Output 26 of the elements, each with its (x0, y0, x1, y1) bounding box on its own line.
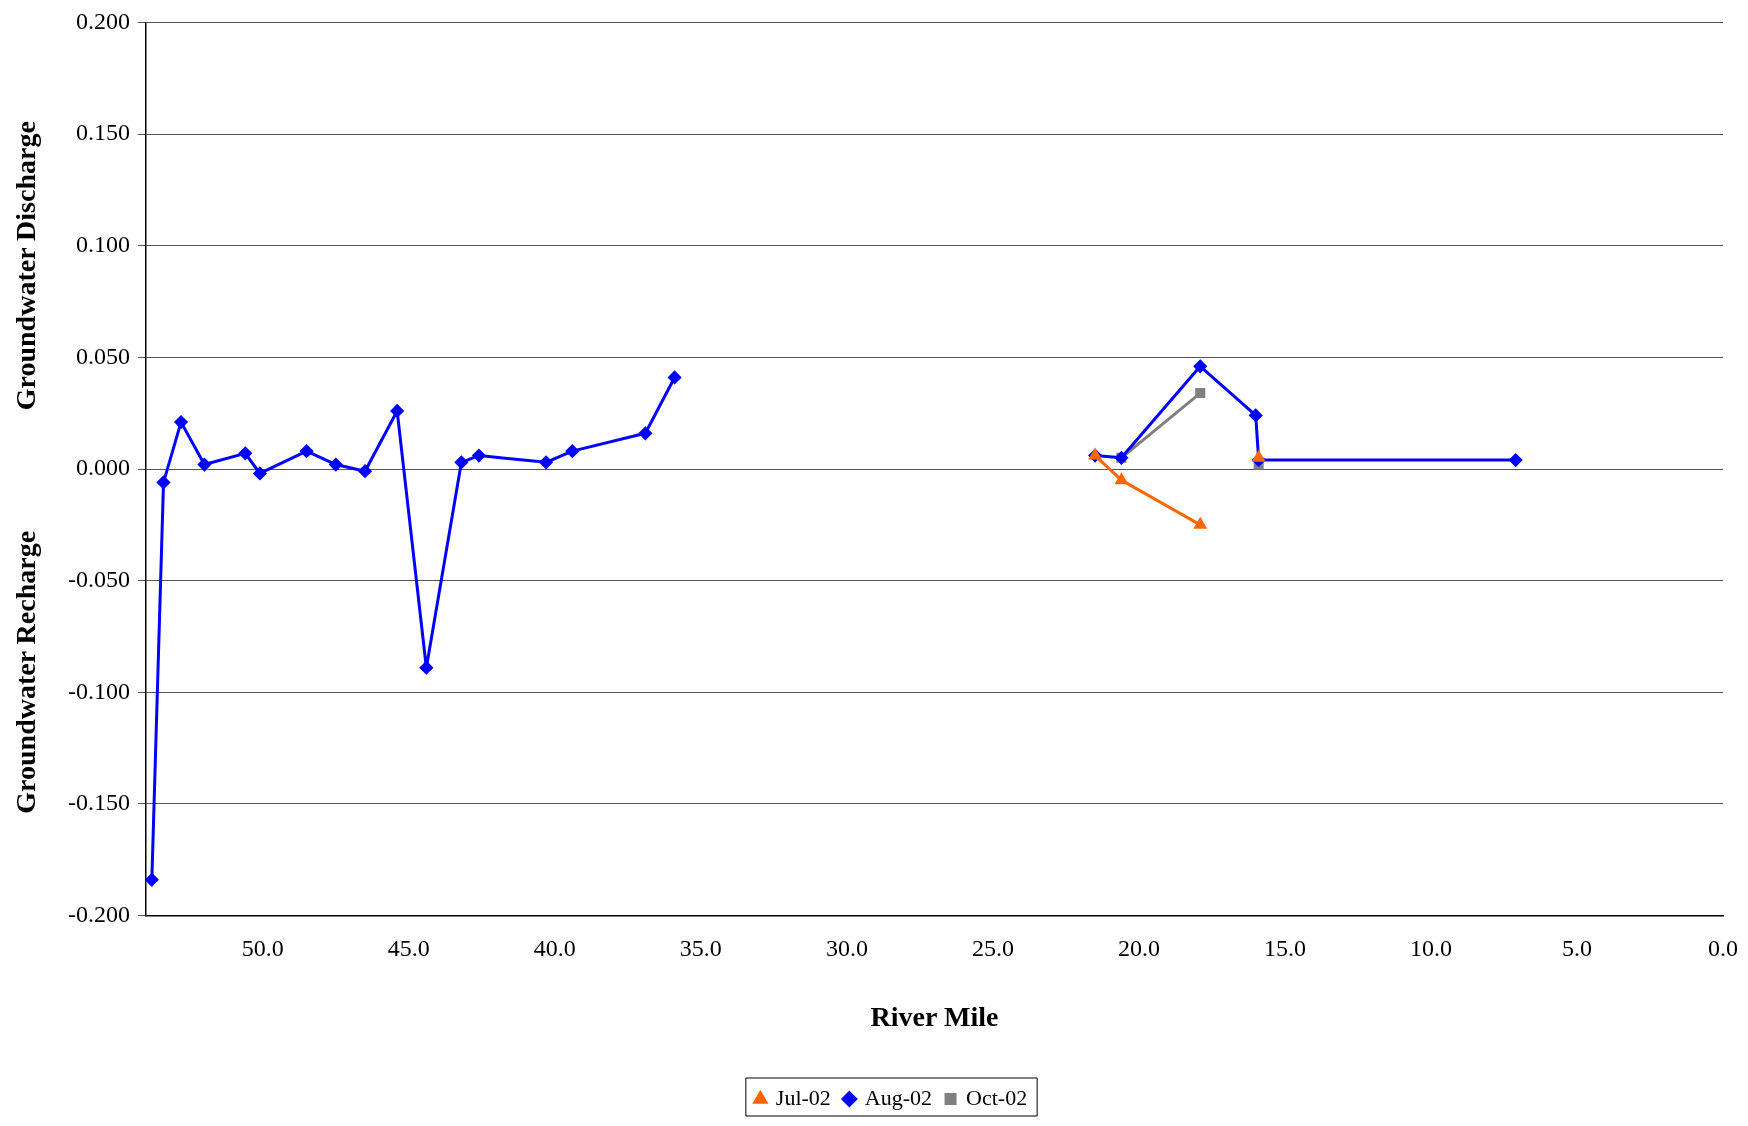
legend-label: Jul-02 (775, 1084, 831, 1110)
x-tick-label: 25.0 (971, 935, 1014, 962)
y-tick-label: 0.150 (75, 119, 130, 146)
x-axis-title: River Mile (870, 1001, 999, 1033)
y-tick-label: -0.100 (67, 677, 130, 704)
x-tick-label: 10.0 (1409, 935, 1452, 962)
legend-label: Oct-02 (966, 1084, 1028, 1110)
x-tick-label: 35.0 (679, 935, 722, 962)
y-tick-label: 0.000 (75, 454, 130, 481)
x-tick-label: 0.0 (1708, 935, 1738, 962)
y-tick-label: -0.200 (67, 900, 130, 927)
y-tick-label: 0.100 (75, 231, 130, 257)
y-tick-label: 0.200 (75, 7, 130, 34)
y-axis-title: Groundwater Discharge (10, 121, 42, 411)
x-tick-label: 45.0 (387, 935, 430, 962)
y-tick-label: 0.050 (75, 342, 130, 369)
y-tick-label: -0.050 (67, 565, 130, 592)
y-tick-label: -0.150 (67, 789, 130, 816)
x-tick-label: 5.0 (1561, 935, 1592, 962)
x-tick-label: 40.0 (533, 935, 576, 962)
x-tick-label: 15.0 (1263, 935, 1306, 962)
legend-label: Aug-02 (864, 1084, 933, 1110)
x-tick-label: 20.0 (1117, 935, 1160, 962)
x-tick-label: 30.0 (825, 935, 868, 962)
x-tick-label: 50.0 (241, 935, 284, 962)
text: Groundwater Recharge (10, 530, 42, 814)
